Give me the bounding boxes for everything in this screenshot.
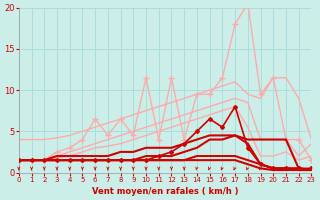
X-axis label: Vent moyen/en rafales ( km/h ): Vent moyen/en rafales ( km/h ) <box>92 187 238 196</box>
